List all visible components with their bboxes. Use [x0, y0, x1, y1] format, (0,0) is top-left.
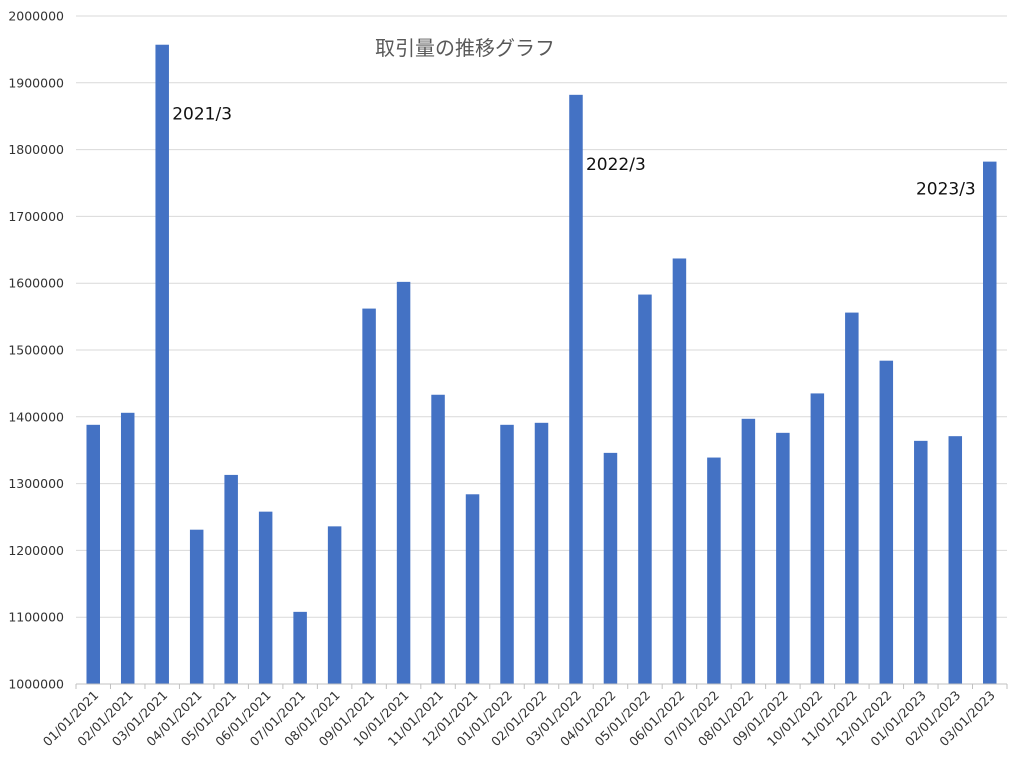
bar: [327, 526, 342, 684]
bar: [776, 432, 790, 684]
bar: [86, 424, 100, 684]
bar: [603, 452, 618, 684]
bar: [500, 424, 514, 684]
y-tick-label: 1400000: [8, 409, 64, 424]
bar: [638, 294, 652, 684]
bar: [431, 394, 445, 684]
annotations: 2021/3 2022/3 2023/3: [172, 105, 976, 200]
y-tick-label: 1500000: [8, 343, 64, 358]
annotation-label: 2023/3: [916, 180, 976, 200]
bar: [879, 360, 894, 684]
y-axis-ticks: 1000000 1100000 1200000 1300000 1400000 15000…: [8, 9, 64, 692]
bar: [569, 94, 583, 685]
x-axis-ticks: 01/01/202102/01/202103/01/202104/01/2021…: [40, 684, 1008, 749]
bar: [707, 457, 721, 684]
bar: [396, 281, 411, 684]
bars: [86, 44, 997, 685]
bar: [741, 418, 756, 684]
bar: [293, 611, 307, 684]
y-tick-label: 1900000: [8, 75, 64, 90]
annotation-label: 2022/3: [586, 155, 646, 175]
bar: [983, 161, 997, 684]
y-tick-label: 1600000: [8, 276, 64, 291]
bar: [914, 440, 928, 684]
bar: [224, 474, 238, 684]
annotation-label: 2021/3: [172, 105, 232, 125]
bar: [465, 494, 480, 684]
bar: [672, 258, 687, 684]
y-tick-label: 1800000: [8, 142, 64, 157]
y-tick-label: 1000000: [8, 677, 64, 692]
bar: [845, 312, 859, 684]
bar: [258, 511, 273, 684]
y-tick-label: 2000000: [8, 9, 64, 24]
bar: [810, 393, 825, 684]
y-tick-label: 1100000: [8, 610, 64, 625]
bar: [534, 422, 549, 684]
bar: [155, 44, 169, 684]
bar: [120, 412, 135, 684]
y-tick-label: 1300000: [8, 476, 64, 491]
bar: [189, 529, 204, 684]
chart-title: 取引量の推移グラフ: [375, 36, 555, 60]
bar: [948, 436, 963, 684]
bar: [362, 308, 376, 684]
y-tick-label: 1700000: [8, 209, 64, 224]
y-tick-label: 1200000: [8, 543, 64, 558]
